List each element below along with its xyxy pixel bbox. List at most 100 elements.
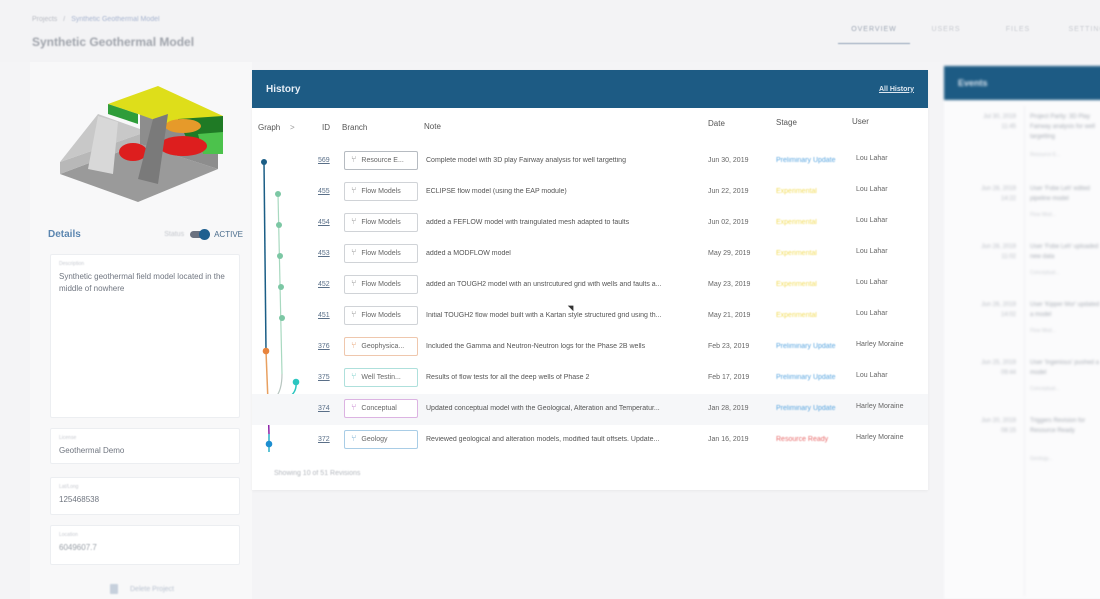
graph-expand-chevron-icon[interactable]: > bbox=[290, 123, 295, 132]
location-value: 6049607.7 bbox=[59, 543, 97, 552]
revision-stage: Experimental bbox=[776, 250, 817, 257]
branch-tag[interactable]: ⑂ Flow Models bbox=[344, 213, 418, 232]
branch-icon: ⑂ bbox=[351, 248, 357, 258]
revision-note: Reviewed geological and alteration model… bbox=[426, 436, 660, 443]
events-header: Events bbox=[944, 66, 1100, 100]
history-row[interactable]: 376 ⑂ Geophysica... Included the Gamma an… bbox=[252, 332, 928, 363]
history-row[interactable]: 375 ⑂ Well Testin... Results of flow test… bbox=[252, 363, 928, 394]
revision-id-link[interactable]: 455 bbox=[318, 188, 330, 195]
revision-id-link[interactable]: 376 bbox=[318, 343, 330, 350]
branch-icon: ⑂ bbox=[351, 372, 357, 382]
details-header: Details Status ACTIVE bbox=[48, 229, 243, 240]
revision-id-link[interactable]: 372 bbox=[318, 436, 330, 443]
history-row[interactable]: 374 ⑂ Conceptual Updated conceptual model… bbox=[252, 394, 928, 425]
details-title: Details bbox=[48, 229, 81, 240]
branch-tag[interactable]: ⑂ Flow Models bbox=[344, 275, 418, 294]
revision-user: Lou Lahar bbox=[856, 279, 888, 286]
history-row[interactable]: 569 ⑂ Resource E... Complete model with 3… bbox=[252, 146, 928, 177]
revision-id-link[interactable]: 569 bbox=[318, 157, 330, 164]
revision-note: Updated conceptual model with the Geolog… bbox=[426, 405, 660, 412]
branch-tag[interactable]: ⑂ Conceptual bbox=[344, 399, 418, 418]
branch-icon: ⑂ bbox=[351, 217, 357, 227]
revision-user: Lou Lahar bbox=[856, 372, 888, 379]
revision-stage: Preliminary Update bbox=[776, 405, 836, 412]
branch-tag[interactable]: ⑂ Geophysica... bbox=[344, 337, 418, 356]
events-panel: Events Jul 30, 2019 11:45 Project Parity:… bbox=[944, 66, 1100, 599]
breadcrumb-projects[interactable]: Projects bbox=[32, 16, 58, 23]
history-row[interactable]: 372 ⑂ Geology Reviewed geological and alt… bbox=[252, 425, 928, 456]
project-details-panel: Details Status ACTIVE Description Synthe… bbox=[30, 62, 252, 599]
branch-tag[interactable]: ⑂ Resource E... bbox=[344, 151, 418, 170]
col-graph[interactable]: Graph bbox=[258, 123, 281, 132]
page-title: Synthetic Geothermal Model bbox=[32, 35, 195, 49]
revision-date: Jan 16, 2019 bbox=[708, 436, 749, 443]
license-field[interactable]: License Geothermal Demo bbox=[50, 428, 240, 464]
tab-files[interactable]: FILES bbox=[1005, 26, 1031, 33]
status-label: Status bbox=[164, 231, 185, 238]
latlong-label: Lat/Long bbox=[59, 484, 79, 490]
revision-stage: Preliminary Update bbox=[776, 374, 836, 381]
revision-user: Harley Moraine bbox=[856, 434, 904, 441]
description-field[interactable]: Description Synthetic geothermal field m… bbox=[50, 254, 240, 418]
revision-user: Lou Lahar bbox=[856, 155, 888, 162]
history-row[interactable]: 451 ⑂ Flow Models Initial TOUGH2 flow mod… bbox=[252, 301, 928, 332]
revision-date: Jun 22, 2019 bbox=[708, 188, 749, 195]
revision-note: added a FEFLOW model with traingulated m… bbox=[426, 219, 630, 226]
revision-id-link[interactable]: 454 bbox=[318, 219, 330, 226]
branch-tag[interactable]: ⑂ Flow Models bbox=[344, 306, 418, 325]
status-value: ACTIVE bbox=[214, 230, 243, 239]
location-field[interactable]: Location 6049607.7 bbox=[50, 525, 240, 565]
breadcrumb: Projects / Synthetic Geothermal Model bbox=[32, 16, 160, 23]
col-note: Note bbox=[424, 122, 441, 131]
revision-id-link[interactable]: 374 bbox=[318, 405, 330, 412]
revision-date: Jun 02, 2019 bbox=[708, 219, 749, 226]
revision-stage: Experimental bbox=[776, 188, 817, 195]
revision-id-link[interactable]: 451 bbox=[318, 312, 330, 319]
revision-user: Harley Moraine bbox=[856, 341, 904, 348]
revision-id-link[interactable]: 375 bbox=[318, 374, 330, 381]
status-group: Status ACTIVE bbox=[164, 229, 243, 240]
history-row[interactable]: 454 ⑂ Flow Models added a FEFLOW model wi… bbox=[252, 208, 928, 239]
history-row[interactable]: 453 ⑂ Flow Models added a MODFLOW model M… bbox=[252, 239, 928, 270]
branch-tag[interactable]: ⑂ Flow Models bbox=[344, 244, 418, 263]
branch-tag[interactable]: ⑂ Well Testin... bbox=[344, 368, 418, 387]
graph-node bbox=[261, 159, 267, 165]
branch-icon: ⑂ bbox=[351, 155, 357, 165]
branch-icon: ⑂ bbox=[351, 310, 357, 320]
description-label: Description bbox=[59, 261, 85, 267]
events-title: Events bbox=[958, 78, 988, 88]
revision-id-link[interactable]: 452 bbox=[318, 281, 330, 288]
breadcrumb-current[interactable]: Synthetic Geothermal Model bbox=[71, 16, 160, 23]
revision-user: Lou Lahar bbox=[856, 186, 888, 193]
history-row[interactable]: 455 ⑂ Flow Models ECLIPSE flow model (usi… bbox=[252, 177, 928, 208]
revision-stage: Experimental bbox=[776, 312, 817, 319]
delete-project-button[interactable]: Delete Project bbox=[110, 584, 174, 594]
history-header: History All History bbox=[252, 70, 928, 108]
revision-date: May 23, 2019 bbox=[708, 281, 751, 288]
events-timeline-divider bbox=[1024, 106, 1025, 596]
model-3d-thumbnail bbox=[60, 86, 223, 202]
tab-overview[interactable]: OVERVIEW bbox=[838, 26, 910, 44]
branch-icon: ⑂ bbox=[351, 403, 357, 413]
revision-date: Jun 30, 2019 bbox=[708, 157, 749, 164]
latlong-value: 125468538 bbox=[59, 495, 100, 504]
revision-date: Jan 28, 2019 bbox=[708, 405, 749, 412]
revision-id-link[interactable]: 453 bbox=[318, 250, 330, 257]
revision-note: Included the Gamma and Neutron-Neutron l… bbox=[426, 343, 646, 350]
latlong-field[interactable]: Lat/Long 125468538 bbox=[50, 477, 240, 515]
all-history-link[interactable]: All History bbox=[878, 85, 914, 93]
tab-settings[interactable]: SETTINGS bbox=[1068, 26, 1100, 33]
revision-stage: Preliminary Update bbox=[776, 157, 836, 164]
status-toggle[interactable] bbox=[190, 229, 211, 240]
history-row[interactable]: 452 ⑂ Flow Models added an TOUGH2 model w… bbox=[252, 270, 928, 301]
branch-tag[interactable]: ⑂ Flow Models bbox=[344, 182, 418, 201]
branch-tag[interactable]: ⑂ Geology bbox=[344, 430, 418, 449]
revision-note: ECLIPSE flow model (using the EAP module… bbox=[426, 188, 567, 195]
revision-note: added a MODFLOW model bbox=[426, 250, 511, 257]
revision-note: Results of flow tests for all the deep w… bbox=[426, 374, 590, 381]
revision-note: added an TOUGH2 model with an unstrcutur… bbox=[426, 281, 662, 288]
revision-count: Showing 10 of 51 Revisions bbox=[274, 470, 361, 477]
revision-stage: Experimental bbox=[776, 219, 817, 226]
revision-stage: Resource Ready bbox=[776, 436, 829, 443]
tab-users[interactable]: USERS bbox=[931, 26, 961, 33]
